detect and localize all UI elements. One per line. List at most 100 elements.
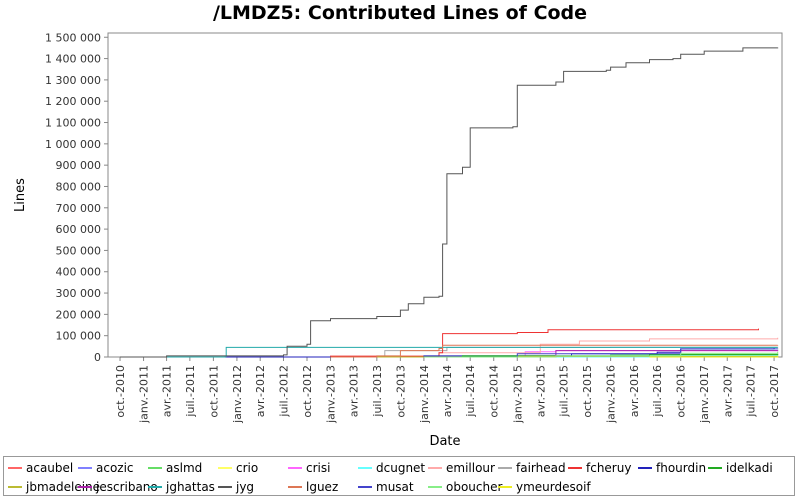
legend-swatch: [708, 466, 722, 469]
x-tick-label: oct.-2016: [675, 365, 688, 418]
legend-swatch: [498, 485, 512, 488]
legend-item-musat: musat: [358, 477, 414, 497]
legend-swatch: [78, 466, 92, 469]
legend-item-jescribano: jescribano: [78, 477, 158, 497]
series-line-jghattas: [143, 346, 778, 358]
x-tick-label: oct.-2017: [768, 365, 781, 418]
y-tick-label: 1 500 000: [45, 31, 101, 44]
series-layer: [120, 47, 779, 358]
legend-row: acaubel acozic aslmd crio crisi dcugnet emillo…: [4, 458, 794, 478]
legend-swatch: [218, 466, 232, 469]
series-line-fcheruy: [143, 328, 759, 358]
y-tick-label: 100 000: [56, 330, 102, 343]
legend-swatch: [148, 466, 162, 469]
legend-label: crio: [236, 461, 259, 475]
y-tick-label: 0: [94, 351, 101, 364]
legend-swatch: [638, 466, 652, 469]
legend-label: emillour: [446, 461, 495, 475]
plot-area: [107, 32, 783, 358]
y-tick-label: 1 100 000: [45, 117, 101, 130]
legend-label: fairhead: [516, 461, 566, 475]
x-tick-label: oct.-2012: [301, 365, 314, 418]
legend-label: lguez: [306, 480, 339, 494]
y-tick-label: 1 200 000: [45, 95, 101, 108]
y-axis-title: Lines: [13, 178, 28, 212]
legend-item-aslmd: aslmd: [148, 458, 202, 478]
series-line-oboucher: [423, 351, 779, 358]
legend-swatch: [358, 466, 372, 469]
legend-label: jghattas: [166, 480, 215, 494]
legend-item-acozic: acozic: [78, 458, 134, 478]
legend-swatch: [428, 485, 442, 488]
x-tick-label: juil.-2011: [184, 365, 197, 418]
legend-item-crisi: crisi: [288, 458, 330, 478]
x-tick-label: juil.-2015: [558, 365, 571, 418]
chart-title: /LMDZ5: Contributed Lines of Code: [212, 2, 588, 24]
x-tick-label: janv.-2013: [325, 365, 338, 424]
y-tick-label: 200 000: [56, 308, 102, 321]
legend-item-crio: crio: [218, 458, 258, 478]
legend-row: jbmadeleine jescribano jghattas jyg lguez mus…: [4, 477, 794, 497]
x-tick-label: janv.-2012: [231, 365, 244, 424]
legend-item-acaubel: acaubel: [8, 458, 73, 478]
legend-item-ymeurdesoif: ymeurdesoif: [498, 477, 591, 497]
y-tick-label: 700 000: [56, 202, 102, 215]
legend-item-jyg: jyg: [218, 477, 254, 497]
x-tick-label: oct.-2013: [394, 365, 407, 418]
legend-label: acaubel: [26, 461, 74, 475]
legend-label: musat: [376, 480, 414, 494]
x-tick-label: juil.-2016: [651, 365, 664, 418]
y-tick-label: 500 000: [56, 244, 102, 257]
y-tick-label: 800 000: [56, 180, 102, 193]
y-tick-label: 300 000: [56, 287, 102, 300]
x-tick-label: oct.-2010: [114, 365, 127, 418]
y-tick-label: 600 000: [56, 223, 102, 236]
x-tick-label: oct.-2014: [488, 365, 501, 418]
x-tick-label: avr.-2012: [254, 365, 267, 417]
y-axis: 0 100 000 200 000 300 000 400 000 500 000 600 …: [45, 31, 108, 364]
legend-item-fairhead: fairhead: [498, 458, 566, 478]
legend-swatch: [8, 485, 22, 488]
x-tick-label: oct.-2015: [581, 365, 594, 418]
x-tick-label: juil.-2012: [277, 365, 290, 418]
legend-item-oboucher: oboucher: [428, 477, 502, 497]
x-axis: oct.-2010 janv.-2011 avr.-2011 juil.-2011 oc…: [114, 357, 781, 424]
x-tick-label: avr.-2014: [441, 365, 454, 417]
legend-label: ymeurdesoif: [516, 480, 591, 494]
y-tick-label: 900 000: [56, 159, 102, 172]
y-tick-label: 1 400 000: [45, 53, 101, 66]
legend-item-lguez: lguez: [288, 477, 338, 497]
legend-swatch: [218, 485, 232, 488]
legend-label: jescribano: [96, 480, 158, 494]
legend-item-jbmadeleine: jbmadeleine: [8, 477, 100, 497]
legend-item-jghattas: jghattas: [148, 477, 215, 497]
legend-label: jbmadeleine: [26, 480, 101, 494]
y-tick-label: 1 000 000: [45, 138, 101, 151]
legend-swatch: [358, 485, 372, 488]
x-tick-label: avr.-2015: [534, 365, 547, 417]
x-tick-label: juil.-2014: [464, 365, 477, 418]
legend-swatch: [568, 466, 582, 469]
legend-item-emillour: emillour: [428, 458, 495, 478]
x-tick-label: avr.-2013: [348, 365, 361, 417]
x-tick-label: juil.-2017: [745, 365, 758, 418]
legend-label: aslmd: [166, 461, 203, 475]
legend-item-fcheruy: fcheruy: [568, 458, 631, 478]
series-line-jyg: [120, 47, 779, 358]
legend-item-dcugnet: dcugnet: [358, 458, 425, 478]
legend-swatch: [428, 466, 442, 469]
legend-label: fhourdin: [656, 461, 707, 475]
legend-label: dcugnet: [376, 461, 426, 475]
legend-label: oboucher: [446, 480, 503, 494]
x-axis-title: Date: [429, 434, 460, 449]
legend: acaubel acozic aslmd crio crisi dcugnet emillo…: [3, 456, 795, 496]
x-tick-label: avr.-2011: [161, 365, 174, 417]
x-tick-label: juil.-2013: [371, 365, 384, 418]
legend-swatch: [148, 485, 162, 488]
y-tick-label: 400 000: [56, 266, 102, 279]
legend-swatch: [288, 485, 302, 488]
legend-item-fhourdin: fhourdin: [638, 458, 706, 478]
x-tick-label: janv.-2016: [605, 365, 618, 424]
legend-item-idelkadi: idelkadi: [708, 458, 773, 478]
legend-label: jyg: [236, 480, 255, 494]
